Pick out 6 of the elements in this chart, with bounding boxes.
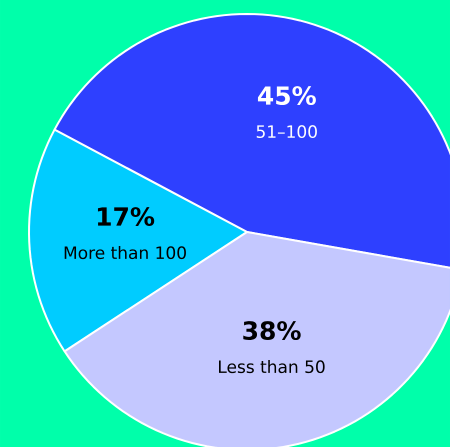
data-label: 17% [98, 207, 154, 226]
data-label: 38% [243, 321, 301, 340]
slice-label: More than 100 [64, 246, 186, 260]
data-label: 45% [258, 86, 316, 106]
slice-label: Less than 50 [219, 360, 325, 374]
slice-label: 51–100 [256, 125, 317, 138]
